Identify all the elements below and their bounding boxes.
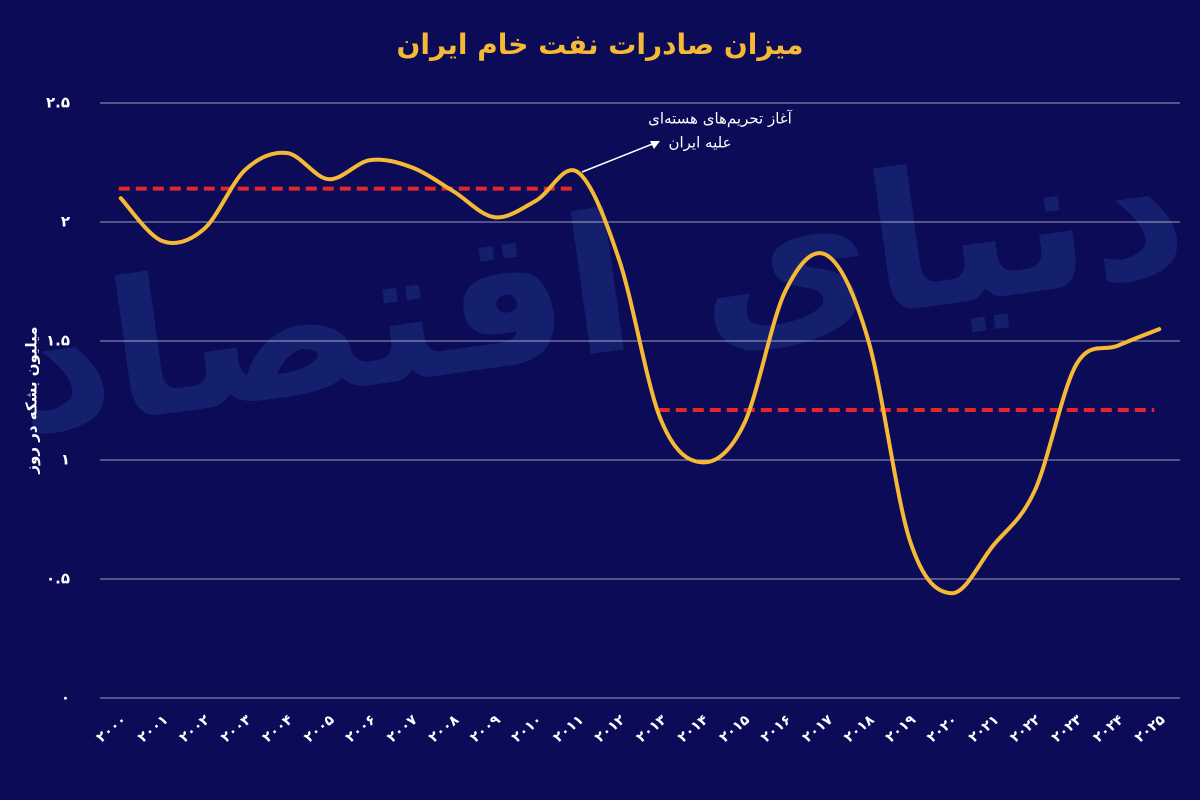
annotation: آغاز تحریم‌های هسته‌ای [648,110,792,128]
y-tick-label: ۰ [61,689,70,707]
y-tick-label: ۲.۵ [46,94,70,112]
y-tick-label: ۰.۵ [46,570,70,588]
data-line [118,150,1162,596]
y-tick-label: ۱.۵ [46,332,70,350]
annotation-arrow [581,142,656,173]
y-tick-label: ۲ [61,213,70,231]
y-tick-label: ۱ [61,451,70,469]
y-axis-label: میلیون بشکه در روز [23,326,41,474]
chart-title: میزان صادرات نفت خام ایران [396,28,803,61]
arrow-head [650,141,660,149]
annotation: علیه ایران [668,134,731,152]
